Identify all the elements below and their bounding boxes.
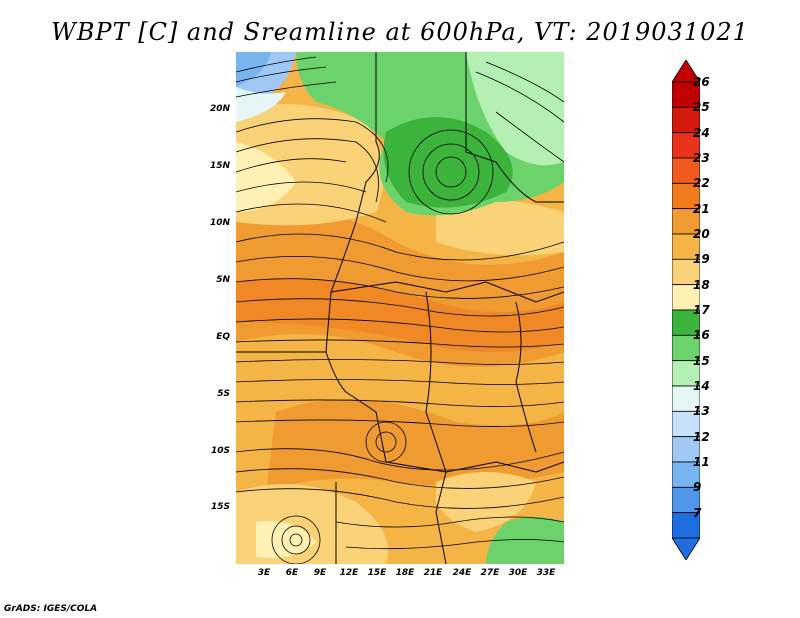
colorbar-label: 18 [693,277,710,292]
colorbar-swatch [672,106,700,134]
lon-label: 24E [452,568,472,578]
lon-label: 33E [536,568,556,578]
colorbar-label: 13 [693,404,710,419]
field-band-south [266,399,564,492]
colorbar-label: 15 [693,353,710,368]
lat-label: 15S [210,502,230,512]
colorbar-swatch [672,461,700,488]
colorbar-label: 24 [693,125,710,140]
field-cyan-nw [236,87,286,122]
field-yellow-ne [436,198,564,256]
lat-label: 10N [209,218,230,228]
colorbar-swatch [672,157,700,184]
map-canvas [236,52,564,564]
lon-label: 3E [257,568,271,578]
field-band-22 [236,279,564,352]
streamlines [236,56,564,564]
lat-label: 10S [210,446,230,456]
lat-label: EQ [216,332,230,342]
lat-label: 5N [216,275,230,285]
field-green-se [486,517,564,564]
colorbar-label: 21 [693,201,710,216]
colorbar-label: 14 [693,379,710,393]
lon-label: 9E [313,568,327,578]
lon-label: 12E [339,568,359,578]
colorbar-label: 11 [693,455,710,469]
colorbar-swatch [672,360,700,387]
colorbar-label: 16 [693,328,710,343]
colorbar-label: 19 [693,252,710,267]
colorbar-label: 12 [693,429,710,444]
colorbar-swatch [672,410,700,438]
colorbar-label: 9 [693,480,702,495]
colorbar-swatch [672,309,700,336]
country-borders [236,52,564,564]
field-lightyellow-nw [236,142,296,212]
lon-label: 15E [367,568,387,578]
colorbar-label: 20 [693,227,710,241]
colorbar-label: 17 [693,303,710,317]
field-blue-nw-dark [236,52,271,87]
lon-label: 18E [395,568,415,578]
colorbar-bottom-arrow [672,537,700,560]
lat-label: 15N [209,161,230,171]
credit-text: GrADS: IGES/COLA [4,604,98,614]
colorbar-swatch [672,385,700,412]
colorbar-swatch [672,334,700,362]
colorbar-label: 22 [693,176,710,191]
colorbar-swatch [672,284,700,311]
field-lightyellow-sw [256,521,316,558]
lat-label: 5S [217,389,230,399]
lon-label: 21E [423,568,443,578]
map-panel [236,52,564,564]
lon-label: 27E [480,568,500,578]
colorbar-swatch [672,81,700,108]
colorbar-label: 25 [693,100,710,115]
map-title: WBPT [C] and Sreamline at 600hPa, VT: 20… [51,18,749,46]
lon-label: 30E [508,568,528,578]
colorbar [672,60,700,560]
colorbar-swatch [672,258,700,286]
colorbar-label: 23 [693,151,710,165]
colorbar-label: 26 [693,75,710,89]
colorbar-label: 7 [693,505,702,520]
lat-label: 20N [209,104,230,114]
lon-label: 6E [285,568,299,578]
field-green-dark [383,117,513,208]
field-green-light [466,52,564,166]
